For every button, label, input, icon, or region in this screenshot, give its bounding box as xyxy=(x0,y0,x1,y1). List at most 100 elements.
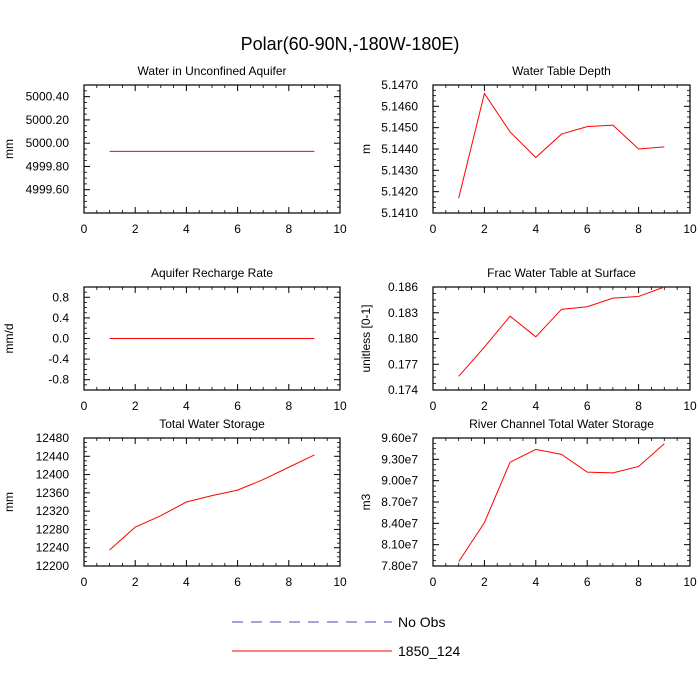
y-axis-label: m xyxy=(359,144,373,154)
x-tick-label: 10 xyxy=(333,399,347,413)
y-tick-label: 5.1450 xyxy=(381,121,418,135)
panels: 0 2 4 6 8 10 4999.60 4999.80 5000.00 5000.20 5000.… xyxy=(2,64,697,589)
series-line-1850_124 xyxy=(458,286,665,377)
y-axis-label: mm xyxy=(2,492,16,512)
x-tick-label: 2 xyxy=(481,399,488,413)
x-tick-label: 0 xyxy=(81,222,88,236)
series-line-1850_124 xyxy=(458,92,665,199)
panel-title: Total Water Storage xyxy=(159,417,265,431)
y-tick-label: 9.60e7 xyxy=(381,431,418,445)
panel-title: Aquifer Recharge Rate xyxy=(151,266,273,280)
y-tick-label: 5.1420 xyxy=(381,185,418,199)
x-tick-label: 10 xyxy=(683,399,697,413)
x-tick-label: 0 xyxy=(430,575,437,589)
x-tick-label: 0 xyxy=(81,399,88,413)
x-tick-label: 4 xyxy=(532,222,539,236)
x-tick-label: 8 xyxy=(285,222,292,236)
plot-frame xyxy=(432,437,691,567)
y-tick-label: 12240 xyxy=(36,541,70,555)
y-tick-label: 5000.40 xyxy=(26,90,70,104)
plot-frame xyxy=(83,84,341,214)
x-tick-label: 2 xyxy=(132,222,139,236)
x-tick-label: 6 xyxy=(584,399,591,413)
y-tick-label: 5.1440 xyxy=(381,142,418,156)
x-tick-label: 0 xyxy=(430,222,437,236)
x-tick-label: 6 xyxy=(234,575,241,589)
x-tick-label: 8 xyxy=(285,575,292,589)
y-tick-label: 5.1430 xyxy=(381,163,418,177)
x-tick-label: 8 xyxy=(635,222,642,236)
x-tick-label: 10 xyxy=(683,222,697,236)
chart-panel-4: 0 2 4 6 8 10 0.174 0.177 0.180 0.183 0.186 Frac Wat… xyxy=(359,266,697,413)
x-tick-label: 0 xyxy=(81,575,88,589)
y-tick-label: 12360 xyxy=(36,486,70,500)
y-tick-label: -0.4 xyxy=(48,352,69,366)
x-tick-label: 8 xyxy=(285,399,292,413)
panel-title: Water in Unconfined Aquifer xyxy=(138,64,287,78)
y-tick-label: 9.30e7 xyxy=(381,452,418,466)
y-tick-label: 7.80e7 xyxy=(381,559,418,573)
y-axis-label: unitless [0-1] xyxy=(359,304,373,372)
legend-label-2: 1850_124 xyxy=(398,643,461,659)
y-tick-label: 12280 xyxy=(36,522,70,536)
chart-panel-3: 0 2 4 6 8 10 -0.8 -0.4 0.0 0.4 0.8 Aquifer Recharge… xyxy=(2,266,347,413)
panel-title: River Channel Total Water Storage xyxy=(469,417,654,431)
x-tick-label: 4 xyxy=(532,399,539,413)
x-tick-label: 4 xyxy=(183,575,190,589)
y-tick-label: 12480 xyxy=(36,431,70,445)
y-tick-label: 0.186 xyxy=(388,280,418,294)
y-tick-label: -0.8 xyxy=(48,373,69,387)
plot-frame xyxy=(432,286,691,391)
series-line-1850_124 xyxy=(109,454,315,551)
y-tick-label: 12400 xyxy=(36,468,70,482)
y-tick-label: 5000.00 xyxy=(26,136,70,150)
y-tick-label: 0.177 xyxy=(388,357,418,371)
series-line-1850_124 xyxy=(458,443,665,563)
y-tick-label: 8.10e7 xyxy=(381,538,418,552)
y-tick-label: 4999.60 xyxy=(26,183,70,197)
legend-label-1: No Obs xyxy=(398,614,445,630)
chart-panel-1: 0 2 4 6 8 10 4999.60 4999.80 5000.00 5000.20 5000.… xyxy=(2,64,347,236)
y-tick-label: 12320 xyxy=(36,504,70,518)
y-axis-label: mm/d xyxy=(2,324,16,354)
x-tick-label: 4 xyxy=(183,399,190,413)
y-axis-label: m3 xyxy=(359,493,373,510)
x-tick-label: 2 xyxy=(481,575,488,589)
figure-title: Polar(60-90N,-180W-180E) xyxy=(241,34,460,54)
x-tick-label: 10 xyxy=(333,575,347,589)
y-axis-label: mm xyxy=(2,139,16,159)
y-tick-label: 5.1410 xyxy=(381,206,418,220)
x-tick-label: 8 xyxy=(635,575,642,589)
chart-panel-5: 0 2 4 6 8 10 12200 12240 12280 12320 12360 12400 124… xyxy=(2,417,347,589)
y-tick-label: 5000.20 xyxy=(26,113,70,127)
y-tick-label: 0.0 xyxy=(52,332,69,346)
y-tick-label: 5.1460 xyxy=(381,99,418,113)
panel-title: Frac Water Table at Surface xyxy=(487,266,636,280)
x-tick-label: 4 xyxy=(532,575,539,589)
chart-panel-2: 0 2 4 6 8 10 5.1410 5.1420 5.1430 5.1440 5.1450 5.1… xyxy=(359,64,697,236)
y-tick-label: 8.40e7 xyxy=(381,516,418,530)
y-tick-label: 12200 xyxy=(36,559,70,573)
x-tick-label: 6 xyxy=(584,222,591,236)
plot-frame xyxy=(83,437,341,567)
y-tick-label: 4999.80 xyxy=(26,159,70,173)
x-tick-label: 6 xyxy=(234,399,241,413)
plot-frame xyxy=(432,84,691,214)
chart-panel-6: 0 2 4 6 8 10 7.80e7 8.10e7 8.40e7 8.70e7 9.00e7 9.3… xyxy=(359,417,697,589)
y-tick-label: 9.00e7 xyxy=(381,474,418,488)
x-tick-label: 6 xyxy=(584,575,591,589)
legend: No Obs 1850_124 xyxy=(232,614,461,659)
x-tick-label: 10 xyxy=(333,222,347,236)
y-tick-label: 5.1470 xyxy=(381,78,418,92)
y-tick-label: 0.180 xyxy=(388,332,418,346)
x-tick-label: 6 xyxy=(234,222,241,236)
x-tick-label: 2 xyxy=(132,399,139,413)
y-tick-label: 0.174 xyxy=(388,383,418,397)
x-tick-label: 10 xyxy=(683,575,697,589)
x-tick-label: 8 xyxy=(635,399,642,413)
y-tick-label: 12440 xyxy=(36,449,70,463)
y-tick-label: 0.8 xyxy=(52,290,69,304)
panel-title: Water Table Depth xyxy=(512,64,611,78)
x-tick-label: 0 xyxy=(430,399,437,413)
